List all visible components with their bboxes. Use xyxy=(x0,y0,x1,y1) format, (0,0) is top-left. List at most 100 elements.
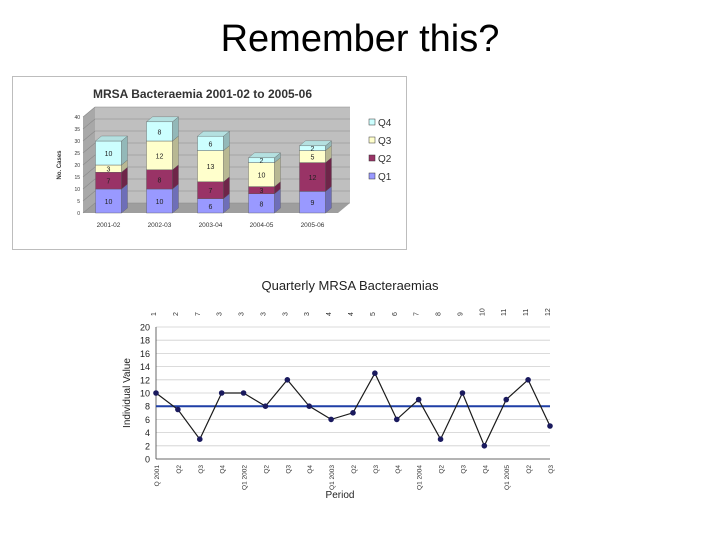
y-tick-label: 12 xyxy=(140,375,150,385)
y-tick-label: 16 xyxy=(140,349,150,359)
x-axis-label: Period xyxy=(326,490,355,501)
y-axis-label: Individual Value xyxy=(122,358,133,428)
x-tick-label: Q 2001 xyxy=(154,465,161,487)
y-tick-label: 25 xyxy=(74,151,80,157)
data-point xyxy=(503,396,510,403)
data-point xyxy=(218,390,225,396)
x-tick-label: 2005-06 xyxy=(301,222,325,229)
gridline xyxy=(82,202,96,214)
data-point xyxy=(415,396,422,403)
data-point xyxy=(196,436,203,442)
top-label: 7 xyxy=(414,312,421,316)
data-label: 10 xyxy=(105,151,113,158)
top-label: 3 xyxy=(239,312,246,316)
x-tick-label: Q4 xyxy=(395,465,402,474)
top-label: 6 xyxy=(392,312,399,316)
data-label: 3 xyxy=(260,188,264,195)
top-label: 11 xyxy=(523,309,530,316)
x-tick-label: Q4 xyxy=(220,465,227,474)
top-label: 12 xyxy=(545,308,552,316)
data-point xyxy=(547,423,553,429)
x-tick-label: Q3 xyxy=(285,465,292,474)
x-tick-label: Q2 xyxy=(526,465,533,474)
x-tick-label: Q4 xyxy=(307,465,314,474)
bar-top-face xyxy=(146,116,179,122)
legend-label: Q3 xyxy=(378,136,392,147)
x-tick-label: Q1 2005 xyxy=(504,465,511,490)
gridline xyxy=(82,142,96,154)
data-label: 5 xyxy=(311,155,315,162)
y-tick-label: 10 xyxy=(140,389,150,399)
bar-segment-q2 xyxy=(299,162,326,192)
x-tick-label: Q1 2002 xyxy=(242,465,249,490)
x-tick-label: Q2 xyxy=(176,465,183,474)
chart-title: MRSA Bacteraemia 2001-02 to 2005-06 xyxy=(93,87,313,101)
y-tick-label: 35 xyxy=(74,127,80,133)
line-chart: Quarterly MRSA Bacteraemias0246810121416… xyxy=(122,278,555,501)
bar-top-face xyxy=(299,140,332,146)
y-tick-label: 2 xyxy=(145,441,150,451)
data-point xyxy=(175,406,181,413)
data-point xyxy=(459,390,466,396)
top-label: 10 xyxy=(479,308,486,316)
y-tick-label: 8 xyxy=(145,402,150,412)
data-point xyxy=(306,403,313,409)
x-tick-label: 2003-04 xyxy=(199,222,223,229)
y-tick-label: 20 xyxy=(74,163,80,169)
top-label: 9 xyxy=(457,312,464,316)
x-tick-label: Q2 xyxy=(351,465,358,474)
data-label: 8 xyxy=(260,201,264,208)
data-label: 6 xyxy=(209,141,213,148)
bar-segment-q3 xyxy=(248,162,275,187)
data-label: 2 xyxy=(260,158,264,165)
bar-segment-q3 xyxy=(197,150,224,182)
data-label: 13 xyxy=(207,164,215,171)
top-label: 4 xyxy=(326,312,333,316)
gridline xyxy=(82,166,96,178)
data-label: 10 xyxy=(105,199,113,206)
data-label: 12 xyxy=(309,175,317,182)
legend-label: Q4 xyxy=(378,118,392,129)
data-point xyxy=(481,443,488,449)
data-point xyxy=(284,377,291,383)
data-point xyxy=(350,410,356,416)
bar-top-face xyxy=(197,131,230,137)
y-tick-label: 15 xyxy=(74,175,80,181)
y-tick-label: 30 xyxy=(74,139,80,145)
y-axis-label: No. Cases xyxy=(57,150,63,180)
data-point xyxy=(372,370,378,376)
data-label: 6 xyxy=(209,204,213,211)
gridline xyxy=(82,118,96,130)
bar-top-face xyxy=(95,135,128,142)
legend-swatch xyxy=(368,154,376,162)
top-label: 5 xyxy=(370,312,377,316)
data-label: 8 xyxy=(158,129,162,136)
y-tick-label: 0 xyxy=(145,455,150,465)
x-tick-label: 2001-02 xyxy=(97,222,121,229)
chart-title: Quarterly MRSA Bacteraemias xyxy=(261,278,439,293)
gridline xyxy=(82,178,96,190)
y-tick-label: 20 xyxy=(140,323,150,333)
y-tick-label: 0 xyxy=(77,211,80,217)
legend-swatch xyxy=(368,136,376,144)
bar-top-face xyxy=(248,152,281,158)
top-label: 1 xyxy=(151,312,158,316)
bar-segment-q4 xyxy=(95,140,122,166)
y-tick-label: 6 xyxy=(145,415,150,425)
data-label: 3 xyxy=(107,167,111,174)
x-tick-label: Q3 xyxy=(198,465,205,474)
bar-segment-side xyxy=(223,145,230,183)
top-label: 11 xyxy=(501,309,508,316)
top-label: 4 xyxy=(348,312,355,316)
y-tick-label: 14 xyxy=(140,362,150,372)
data-label: 2 xyxy=(311,146,315,153)
y-tick-label: 18 xyxy=(140,336,150,346)
top-label: 3 xyxy=(217,312,224,316)
data-point xyxy=(262,403,269,409)
data-point xyxy=(328,416,334,423)
x-tick-label: Q3 xyxy=(373,465,380,474)
data-point xyxy=(393,416,400,423)
legend-label: Q1 xyxy=(378,172,392,183)
top-label: 3 xyxy=(282,312,289,316)
data-label: 10 xyxy=(156,199,164,206)
